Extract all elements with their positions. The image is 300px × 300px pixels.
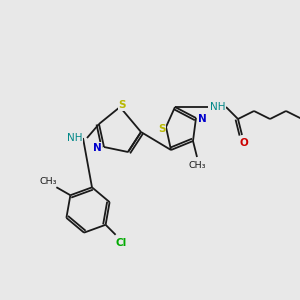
Text: N: N bbox=[93, 143, 101, 153]
Text: S: S bbox=[158, 124, 166, 134]
Text: N: N bbox=[198, 114, 206, 124]
Text: CH₃: CH₃ bbox=[40, 177, 57, 186]
Text: NH: NH bbox=[210, 102, 226, 112]
Text: Cl: Cl bbox=[116, 238, 127, 248]
Text: O: O bbox=[240, 138, 248, 148]
Text: CH₃: CH₃ bbox=[188, 160, 206, 169]
Text: NH: NH bbox=[67, 133, 83, 143]
Text: S: S bbox=[118, 100, 126, 110]
